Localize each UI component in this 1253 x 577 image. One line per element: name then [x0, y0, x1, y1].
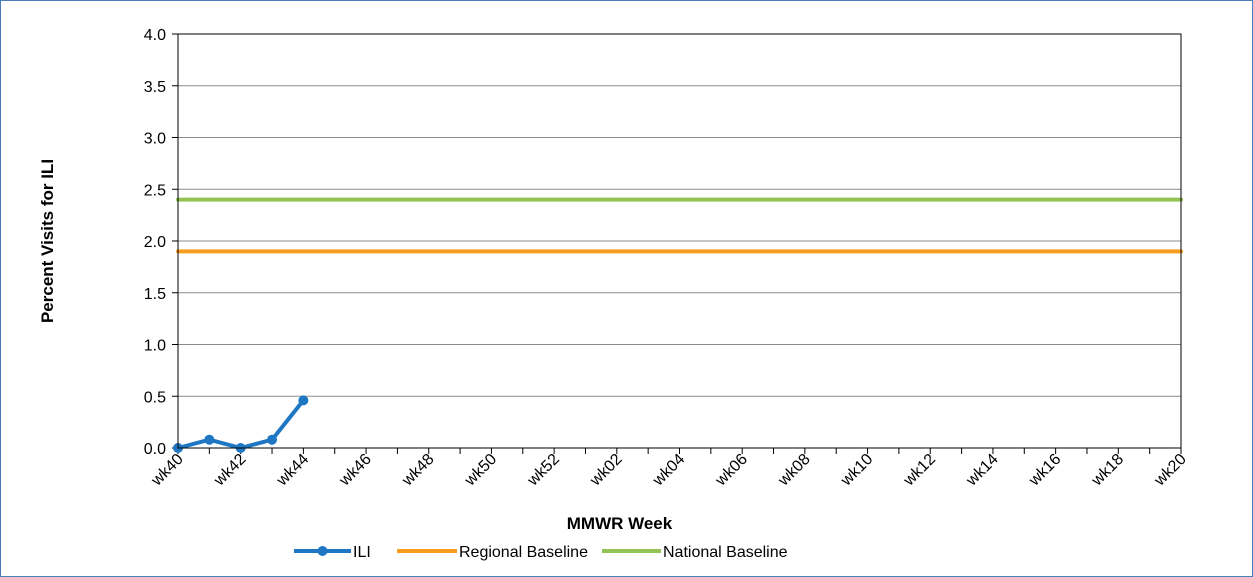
y-tick-label: 0.5	[144, 389, 166, 406]
x-tick-label: wk18	[1088, 451, 1127, 490]
x-tick-label: wk16	[1025, 451, 1064, 490]
data-point	[298, 395, 309, 406]
legend: ILI Regional Baseline National Baseline	[294, 544, 788, 561]
x-tick-label: wk12	[900, 451, 939, 490]
legend-label: National Baseline	[663, 544, 788, 561]
x-tick-label: wk44	[273, 451, 312, 490]
x-tick-label: wk06	[712, 451, 751, 490]
x-tick-label: wk08	[775, 451, 814, 490]
x-tick-label: wk48	[398, 451, 437, 490]
legend-label: ILI	[353, 544, 371, 561]
y-axis-ticks: 0.0 0.5 1.0 1.5 2.0 2.5 3.0 3.5 4.0	[144, 27, 178, 458]
x-tick-label: wk50	[461, 451, 500, 490]
y-axis-title: Percent Visits for ILI	[38, 159, 57, 323]
x-tick-label: wk46	[336, 451, 375, 490]
y-tick-label: 2.5	[144, 182, 166, 199]
legend-marker	[317, 546, 328, 556]
y-tick-label: 3.0	[144, 131, 166, 148]
x-axis-ticks: wk40 wk42 wk44 wk46 wk48 wk50 wk52 wk02 wk04 wk06…	[148, 448, 1190, 490]
x-tick-label: wk52	[524, 451, 563, 490]
y-tick-label: 2.0	[144, 234, 166, 251]
x-tick-label: wk04	[649, 451, 688, 490]
y-tick-label: 3.5	[144, 79, 166, 96]
data-point	[204, 434, 215, 445]
legend-label: Regional Baseline	[459, 544, 588, 561]
plot-area-border	[177, 33, 1182, 449]
y-tick-label: 0.0	[144, 441, 166, 458]
y-tick-label: 1.5	[144, 286, 166, 303]
x-tick-label: wk10	[837, 451, 876, 490]
series-layer	[173, 197, 1183, 453]
y-tick-label: 4.0	[144, 27, 166, 44]
x-tick-label: wk42	[210, 451, 249, 490]
gridlines	[178, 85, 1181, 397]
x-tick-label: wk02	[586, 451, 625, 490]
series-line-ili	[176, 398, 306, 450]
x-tick-label: wk20	[1151, 451, 1190, 490]
x-axis-title: MMWR Week	[567, 514, 673, 533]
y-tick-label: 1.0	[144, 338, 166, 355]
data-point	[267, 434, 278, 445]
x-tick-label: wk14	[963, 451, 1002, 490]
